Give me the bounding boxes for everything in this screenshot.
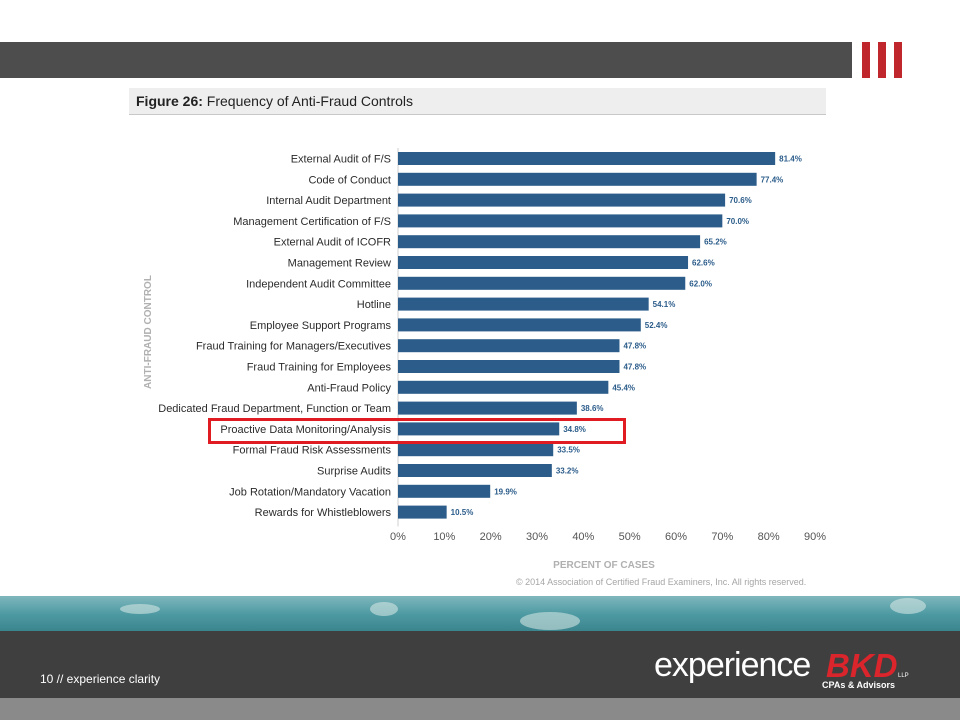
bar — [398, 422, 560, 436]
category-label: Proactive Data Monitoring/Analysis — [220, 424, 391, 436]
y-axis-label: ANTI-FRAUD CONTROL — [143, 275, 154, 389]
fish-decoration — [370, 602, 398, 616]
logo-tagline: CPAs & Advisors — [822, 680, 896, 690]
bar — [398, 297, 649, 311]
copyright-text: © 2014 Association of Certified Fraud Ex… — [516, 577, 807, 587]
value-label: 45.4% — [612, 383, 635, 392]
fish-decoration — [890, 598, 926, 614]
bar — [398, 360, 620, 373]
logo-word: experience — [654, 646, 811, 684]
figure-label: Figure 26: — [136, 93, 203, 109]
figure-title: Figure 26: Frequency of Anti-Fraud Contr… — [136, 93, 413, 109]
category-label: Fraud Training for Managers/Executives — [196, 341, 392, 353]
category-label: Anti-Fraud Policy — [307, 382, 391, 394]
value-label: 70.6% — [729, 196, 752, 205]
bar — [398, 214, 723, 228]
value-label: 38.6% — [581, 404, 604, 413]
slide-number: 10 // experience clarity — [40, 672, 161, 686]
bar — [398, 193, 726, 207]
category-label: External Audit of ICOFR — [274, 237, 391, 249]
bar — [398, 484, 491, 498]
brand-stripes — [862, 42, 902, 78]
x-tick-label: 30% — [526, 531, 548, 543]
category-label: Rewards for Whistleblowers — [255, 507, 392, 519]
footer-strip — [0, 698, 960, 720]
bar-chart: ANTI-FRAUD CONTROL PERCENT OF CASES Exte… — [143, 148, 826, 571]
highlight-box — [208, 418, 626, 444]
value-label: 47.8% — [623, 363, 646, 372]
x-tick-label: 40% — [572, 531, 594, 543]
x-tick-label: 60% — [665, 531, 687, 543]
value-label: 62.0% — [689, 279, 712, 288]
value-label: 54.1% — [653, 300, 676, 309]
value-label: 77.4% — [761, 175, 784, 184]
bar — [398, 380, 609, 394]
bar — [398, 256, 689, 269]
category-label: Surprise Audits — [317, 466, 391, 478]
figure-title-text: Frequency of Anti-Fraud Controls — [206, 93, 414, 109]
bar — [398, 339, 620, 353]
logo-brand: BKD — [826, 647, 898, 684]
fish-decoration — [120, 604, 160, 614]
brand-stripe — [894, 42, 902, 78]
value-label: 52.4% — [645, 321, 668, 330]
value-label: 34.8% — [563, 425, 586, 434]
value-label: 19.9% — [494, 487, 517, 496]
category-label: Job Rotation/Mandatory Vacation — [229, 486, 391, 498]
value-label: 62.6% — [692, 259, 715, 268]
value-label: 70.0% — [726, 217, 749, 226]
ocean-banner — [0, 596, 960, 636]
x-tick-label: 10% — [433, 531, 455, 543]
category-label: Code of Conduct — [308, 174, 391, 186]
brand-stripe — [862, 42, 870, 78]
category-label: Independent Audit Committee — [246, 278, 391, 290]
x-tick-label: 80% — [758, 531, 780, 543]
category-label: Fraud Training for Employees — [247, 362, 392, 374]
x-tick-label: 90% — [804, 531, 826, 543]
bar — [398, 401, 577, 415]
value-label: 10.5% — [451, 508, 474, 517]
x-tick-label: 70% — [711, 531, 733, 543]
value-label: 33.5% — [557, 446, 580, 455]
bar — [398, 505, 447, 519]
fish-decoration — [520, 612, 580, 630]
category-label: Dedicated Fraud Department, Function or … — [158, 403, 391, 415]
bkd-logo: experience BKD LLP CPAs & Advisors — [654, 645, 914, 695]
bar — [398, 443, 554, 457]
category-label: Management Review — [288, 258, 391, 270]
value-label: 81.4% — [779, 155, 802, 164]
category-label: Management Certification of F/S — [233, 216, 391, 228]
x-tick-label: 20% — [480, 531, 502, 543]
brand-stripe — [878, 42, 886, 78]
bar — [398, 152, 776, 165]
logo-suffix: LLP — [898, 673, 909, 679]
bar — [398, 172, 757, 186]
bar — [398, 464, 552, 477]
bar — [398, 235, 701, 249]
x-tick-label: 50% — [619, 531, 641, 543]
bar — [398, 276, 686, 290]
figure-header: Figure 26: Frequency of Anti-Fraud Contr… — [129, 88, 826, 115]
value-label: 65.2% — [704, 238, 727, 247]
value-label: 47.8% — [623, 342, 646, 351]
category-label: Formal Fraud Risk Assessments — [233, 445, 392, 457]
category-label: Employee Support Programs — [250, 320, 392, 332]
category-label: External Audit of F/S — [291, 154, 391, 166]
top-bar — [0, 42, 852, 78]
x-tick-label: 0% — [390, 531, 406, 543]
category-label: Internal Audit Department — [266, 195, 391, 207]
x-axis-label: PERCENT OF CASES — [553, 560, 655, 571]
bar — [398, 318, 641, 332]
category-label: Hotline — [357, 299, 391, 311]
value-label: 33.2% — [556, 467, 579, 476]
